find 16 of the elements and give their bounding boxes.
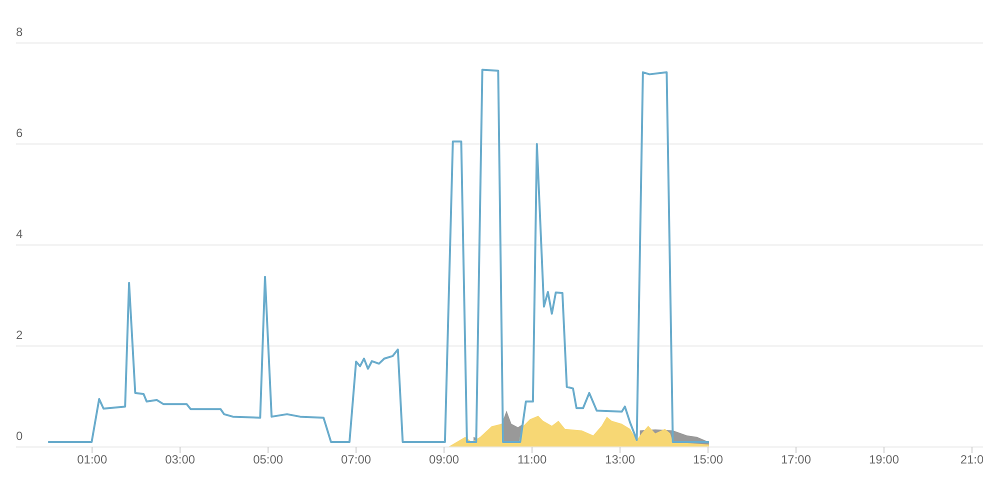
x-tick-label: 11:00: [517, 452, 547, 467]
x-tick-label: 13:00: [605, 452, 636, 467]
y-tick-label: 6: [16, 126, 23, 140]
y-tick-label: 2: [16, 328, 23, 342]
x-tick-label: 01:00: [77, 452, 108, 467]
y-tick-label: 8: [16, 25, 23, 39]
x-tick-label: 21:0: [960, 452, 983, 467]
x-tick-label: 19:00: [868, 452, 900, 467]
y-tick-label: 4: [16, 227, 23, 241]
x-tick-label: 07:00: [341, 452, 372, 467]
x-tick-label: 03:00: [165, 452, 196, 467]
x-tick-label: 05:00: [253, 452, 284, 467]
y-tick-label: 0: [16, 429, 23, 443]
x-tick-label: 15:00: [693, 452, 724, 467]
x-tick-label: 17:00: [781, 452, 812, 467]
x-tick-label: 09:00: [429, 452, 460, 467]
